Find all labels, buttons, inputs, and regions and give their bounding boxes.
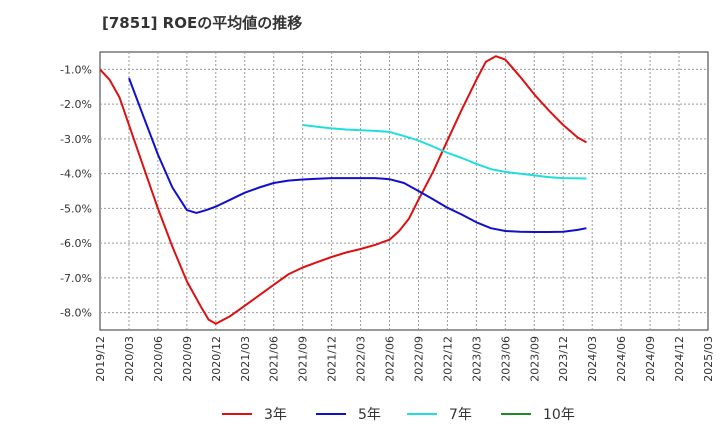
x-tick-label: 2021/03 — [239, 336, 252, 382]
x-tick-label: 2024/03 — [586, 336, 599, 382]
series-line — [128, 77, 587, 233]
legend-label: 5年 — [358, 407, 381, 423]
y-tick-label: -1.0% — [60, 63, 92, 76]
plot-area — [99, 51, 709, 331]
chart-title: [7851] ROEの平均値の推移 — [102, 14, 303, 32]
legend-label: 10年 — [543, 407, 575, 423]
y-tick-label: -4.0% — [60, 168, 92, 181]
legend-label: 3年 — [264, 407, 287, 423]
x-tick-label: 2020/06 — [152, 336, 165, 382]
y-tick-label: -6.0% — [60, 237, 92, 250]
x-tick-label: 2019/12 — [94, 336, 107, 382]
x-tick-label: 2020/09 — [181, 336, 194, 382]
x-tick-label: 2022/06 — [384, 336, 397, 382]
y-tick-label: -2.0% — [60, 98, 92, 111]
x-tick-label: 2021/09 — [297, 336, 310, 382]
x-tick-label: 2024/09 — [644, 336, 657, 382]
x-tick-label: 2022/09 — [412, 336, 425, 382]
x-tick-label: 2023/12 — [557, 336, 570, 382]
x-tick-label: 2024/06 — [615, 336, 628, 382]
x-tick-label: 2022/03 — [355, 336, 368, 382]
y-tick-label: -8.0% — [60, 307, 92, 320]
x-tick-label: 2021/12 — [326, 336, 339, 382]
x-tick-label: 2020/12 — [210, 336, 223, 382]
x-tick-label: 2020/03 — [123, 336, 136, 382]
y-tick-label: -7.0% — [60, 272, 92, 285]
x-tick-label: 2023/09 — [528, 336, 541, 382]
x-tick-label: 2024/12 — [673, 336, 686, 382]
x-tick-label: 2022/12 — [441, 336, 454, 382]
legend-label: 7年 — [449, 407, 472, 423]
x-tick-label: 2025/03 — [702, 336, 715, 382]
x-tick-label: 2023/06 — [499, 336, 512, 382]
series-line — [302, 124, 587, 180]
y-tick-label: -5.0% — [60, 202, 92, 215]
x-tick-label: 2021/06 — [268, 336, 281, 382]
x-tick-label: 2023/03 — [470, 336, 483, 382]
y-tick-label: -3.0% — [60, 133, 92, 146]
series-line — [99, 55, 587, 325]
